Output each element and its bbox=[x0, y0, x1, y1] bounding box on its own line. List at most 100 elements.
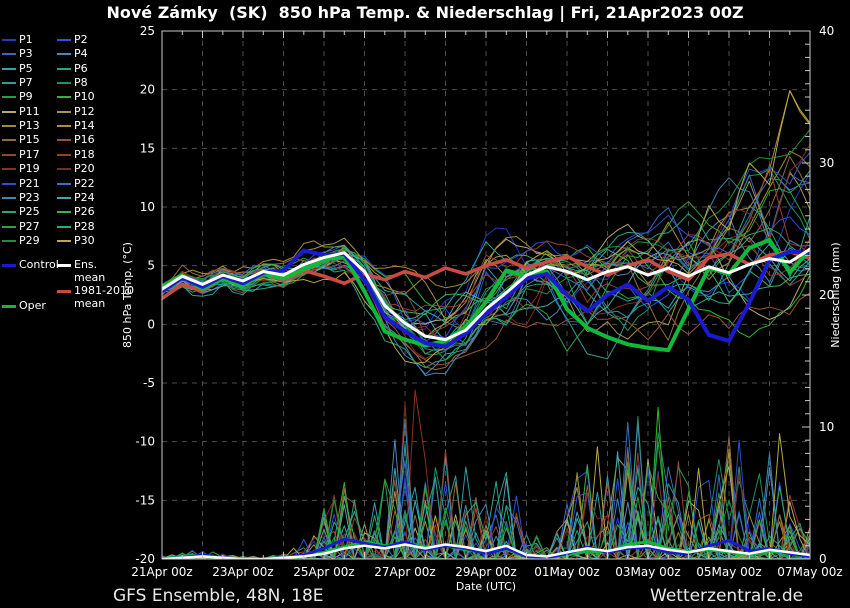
x-tick-label: 05May 00z bbox=[696, 565, 761, 579]
legend-swatch bbox=[2, 304, 16, 308]
y-left-tick-label: 15 bbox=[140, 141, 155, 155]
legend-label: Oper bbox=[19, 299, 46, 312]
legend-label: P15 bbox=[19, 133, 40, 147]
axes: 25 20 15 10 5 0 -5 -10 -15 -20 40 30 20 10 0 21Apr 00z 2… bbox=[121, 24, 843, 593]
legend: P1 P2 P3 P4 P5 P6 P7 P8 P9 P10 P11 P12 P13 P14 P15 P16 P… bbox=[0, 0, 150, 340]
y-right-axis-title: Niederschlag (mm) bbox=[829, 242, 842, 347]
legend-swatch bbox=[2, 263, 16, 267]
legend-swatch bbox=[2, 168, 16, 171]
legend-label: P28 bbox=[74, 219, 95, 233]
member-temp-line bbox=[162, 165, 810, 312]
source-label: Wetterzentrale.de bbox=[650, 586, 804, 606]
legend-label: P26 bbox=[74, 205, 95, 219]
member-precip-line bbox=[162, 415, 810, 559]
legend-label: P6 bbox=[74, 61, 88, 75]
legend-label: P21 bbox=[19, 176, 40, 190]
y-right-tick-label: 30 bbox=[819, 156, 834, 170]
x-axis-title: Date (UTC) bbox=[456, 580, 516, 593]
legend-swatch bbox=[2, 182, 16, 185]
legend-label: P20 bbox=[74, 162, 95, 176]
legend-swatch bbox=[57, 67, 71, 70]
member-precip-line bbox=[162, 480, 810, 559]
member-temp-line bbox=[162, 170, 810, 355]
legend-swatch bbox=[57, 196, 71, 199]
legend-swatch bbox=[57, 110, 71, 113]
legend-swatch bbox=[57, 125, 71, 128]
legend-label: P1 bbox=[19, 33, 33, 46]
legend-label: P14 bbox=[74, 119, 95, 133]
model-label: GFS Ensemble, 48N, 18E bbox=[113, 586, 324, 606]
legend-swatch bbox=[57, 82, 71, 85]
legend-label: P30 bbox=[74, 233, 95, 247]
y-left-tick-label: -5 bbox=[143, 376, 155, 390]
legend-swatch bbox=[2, 225, 16, 228]
y-left-tick-label: -10 bbox=[135, 435, 155, 449]
legend-swatch bbox=[2, 82, 16, 85]
legend-label: P8 bbox=[74, 76, 88, 90]
legend-swatch bbox=[2, 139, 16, 142]
legend-swatch bbox=[57, 153, 71, 156]
x-tick-label: 01May 00z bbox=[534, 565, 599, 579]
y-left-tick-label: -20 bbox=[135, 552, 155, 566]
legend-label: P4 bbox=[74, 47, 88, 61]
x-tick-label: 03May 00z bbox=[615, 565, 680, 579]
member-precip-line bbox=[162, 451, 810, 559]
legend-label: Ens. mean bbox=[74, 258, 106, 284]
legend-label: P9 bbox=[19, 90, 33, 104]
member-precip-line bbox=[162, 439, 810, 559]
legend-label: 1981-2010 mean bbox=[74, 284, 134, 310]
x-tick-label: 21Apr 00z bbox=[131, 565, 192, 579]
legend-swatch bbox=[2, 125, 16, 128]
y-right-tick-label: 40 bbox=[819, 24, 834, 38]
legend-swatch bbox=[57, 139, 71, 142]
legend-label: P7 bbox=[19, 76, 33, 90]
legend-swatch bbox=[2, 96, 16, 99]
member-temp-line bbox=[162, 129, 810, 345]
legend-label: Control bbox=[19, 258, 59, 271]
y-left-tick-label: 10 bbox=[140, 200, 155, 214]
legend-label: P16 bbox=[74, 133, 95, 147]
y-left-tick-label: 20 bbox=[140, 83, 155, 97]
legend-label: P29 bbox=[19, 233, 40, 247]
x-tick-label: 25Apr 00z bbox=[293, 565, 354, 579]
y-left-tick-label: 5 bbox=[147, 259, 155, 273]
legend-swatch bbox=[57, 39, 71, 41]
legend-label: P2 bbox=[74, 33, 88, 46]
legend-swatch bbox=[57, 289, 71, 293]
legend-label: P10 bbox=[74, 90, 95, 104]
legend-swatch bbox=[57, 211, 71, 214]
y-left-tick-label: -15 bbox=[135, 493, 155, 507]
legend-swatch bbox=[57, 225, 71, 228]
legend-swatch bbox=[2, 239, 16, 242]
y-left-tick-label: 0 bbox=[147, 317, 155, 331]
ens-mean-line bbox=[162, 247, 810, 342]
member-precip-line bbox=[162, 458, 810, 559]
legend-label: P5 bbox=[19, 61, 33, 75]
member-precip-line bbox=[162, 443, 810, 559]
legend-swatch bbox=[57, 182, 71, 185]
legend-swatch bbox=[2, 153, 16, 156]
legend-label: P17 bbox=[19, 147, 40, 161]
member-temp-line bbox=[162, 241, 810, 312]
legend-label: P3 bbox=[19, 47, 33, 61]
member-precip-line bbox=[162, 494, 810, 559]
x-tick-label: 23Apr 00z bbox=[212, 565, 273, 579]
legend-swatch bbox=[57, 96, 71, 99]
y-left-axis-title: 850 hPa Temp. (°C) bbox=[121, 242, 134, 348]
y-right-tick-label: 10 bbox=[819, 420, 834, 434]
legend-label: P18 bbox=[74, 147, 95, 161]
oper-line bbox=[162, 237, 810, 353]
x-tick-label: 29Apr 00z bbox=[455, 565, 516, 579]
y-right-tick-label: 20 bbox=[819, 288, 834, 302]
member-temp-line bbox=[162, 90, 810, 322]
member-temp-line bbox=[162, 90, 810, 364]
legend-swatch bbox=[2, 211, 16, 214]
member-precip-line bbox=[162, 401, 810, 559]
x-tick-label: 07May 00z bbox=[777, 565, 842, 579]
legend-label: P11 bbox=[19, 104, 40, 118]
legend-label: P23 bbox=[19, 190, 40, 204]
legend-swatch bbox=[2, 110, 16, 113]
y-right-tick-label: 0 bbox=[819, 552, 827, 566]
